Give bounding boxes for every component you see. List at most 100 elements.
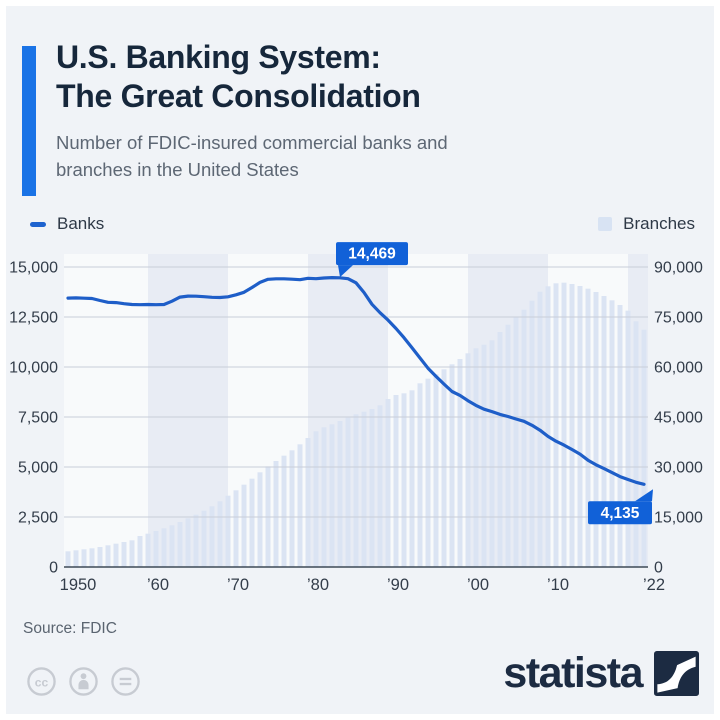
y-axis-label-left: 5,000 <box>18 460 58 477</box>
value-callout-label: 4,135 <box>601 505 640 522</box>
y-axis-label-right: 30,000 <box>654 460 703 477</box>
branch-bar <box>561 282 567 567</box>
branch-bar <box>249 478 255 567</box>
value-callout <box>588 501 652 525</box>
x-axis-label: ’10 <box>547 576 569 594</box>
branch-bar <box>193 514 199 567</box>
branch-bar <box>577 286 583 567</box>
legend-branches-label: Branches <box>623 214 695 233</box>
x-axis-label: ’60 <box>147 576 169 594</box>
branch-bar <box>409 390 415 567</box>
branch-bar <box>497 332 503 567</box>
y-axis-label-left: 2,500 <box>18 510 58 527</box>
branch-bar <box>385 399 391 567</box>
branch-bar <box>209 506 215 567</box>
branch-bar <box>513 317 519 567</box>
header: U.S. Banking System: The Great Consolida… <box>56 38 486 183</box>
branch-bar <box>305 438 311 567</box>
x-axis-label: 1950 <box>60 576 97 594</box>
y-axis-label-left: 15,000 <box>9 260 58 277</box>
branch-bar <box>633 321 639 567</box>
branch-bar <box>129 540 135 567</box>
branch-bar <box>465 353 471 567</box>
no-derivatives-icon <box>111 667 140 696</box>
branch-bar <box>185 518 191 567</box>
license-icons: cc <box>26 666 141 697</box>
branch-bar <box>297 444 303 567</box>
branch-bar <box>585 288 591 567</box>
branch-bar <box>65 551 71 567</box>
statista-branding: statista <box>503 650 699 696</box>
branch-bar <box>569 284 575 567</box>
page-title: U.S. Banking System: The Great Consolida… <box>56 38 486 116</box>
y-axis-label-left: 10,000 <box>9 360 58 377</box>
x-axis-label: ’90 <box>387 576 409 594</box>
branch-bar <box>401 393 407 567</box>
branch-bar <box>89 548 95 567</box>
y-axis-label-right: 45,000 <box>654 410 703 427</box>
attribution-person-icon <box>69 667 98 696</box>
branch-bar <box>529 300 535 567</box>
branch-bar <box>81 549 87 567</box>
y-axis-label-right: 15,000 <box>654 510 703 527</box>
branch-bar <box>217 501 223 567</box>
branch-bar <box>329 424 335 567</box>
y-axis-label-right: 90,000 <box>654 260 703 277</box>
chart-canvas: 15,000 12,500 10,000 7,500 5,000 2,500 0 90,000… <box>9 242 703 594</box>
legend-item-branches: Branches <box>598 214 695 234</box>
branch-bar <box>241 484 247 567</box>
branch-bar <box>545 286 551 567</box>
branch-bar <box>321 427 327 567</box>
branch-bar <box>361 411 367 567</box>
y-axis-label-left: 0 <box>49 560 58 577</box>
source-note: Source: FDIC <box>23 620 117 637</box>
branch-bar <box>489 340 495 567</box>
branch-bar <box>481 344 487 567</box>
branch-bar <box>425 378 431 567</box>
branch-bar <box>505 324 511 567</box>
svg-text:cc: cc <box>35 675 49 689</box>
branch-bar <box>257 472 263 567</box>
branch-bar <box>353 414 359 567</box>
banks-line <box>66 275 646 486</box>
branch-bar <box>153 531 159 567</box>
branch-bar <box>521 309 527 567</box>
branch-bar <box>225 495 231 567</box>
branch-bar <box>273 461 279 567</box>
branch-bar <box>73 550 79 567</box>
branch-bar <box>377 405 383 567</box>
branch-bar <box>201 510 207 567</box>
branch-bar <box>433 374 439 567</box>
value-callout-label: 14,469 <box>348 246 396 263</box>
branch-bar <box>625 310 631 567</box>
branch-bar <box>233 490 239 567</box>
branch-bar <box>313 431 319 567</box>
branch-bar <box>449 364 455 567</box>
branch-bar <box>617 305 623 567</box>
branch-bar <box>289 450 295 567</box>
branch-bar <box>601 296 607 567</box>
branch-bar <box>337 421 343 567</box>
page-title-line-1: U.S. Banking System: <box>56 39 381 75</box>
branch-bar <box>417 383 423 567</box>
branch-bar <box>441 369 447 567</box>
branch-bar <box>609 300 615 567</box>
branch-bar <box>105 545 111 567</box>
branch-bar <box>169 525 175 567</box>
cc-icon: cc <box>27 667 56 696</box>
branch-bar <box>369 409 375 567</box>
x-axis-label: ’80 <box>307 576 329 594</box>
branch-bar <box>121 542 127 567</box>
x-axis-label: ’22 <box>643 576 665 594</box>
branch-bar <box>113 543 119 567</box>
legend-banks-label: Banks <box>57 214 105 233</box>
branch-bar <box>473 348 479 567</box>
banks-line-swatch-icon <box>30 221 46 227</box>
branch-bar <box>345 417 351 567</box>
chart-subtitle: Number of FDIC-insured commercial banks … <box>56 132 448 180</box>
statista-logo-icon <box>654 650 699 696</box>
y-axis-label-right: 60,000 <box>654 360 703 377</box>
decade-band-light <box>64 254 148 567</box>
legend-item-banks: Banks <box>30 214 104 234</box>
